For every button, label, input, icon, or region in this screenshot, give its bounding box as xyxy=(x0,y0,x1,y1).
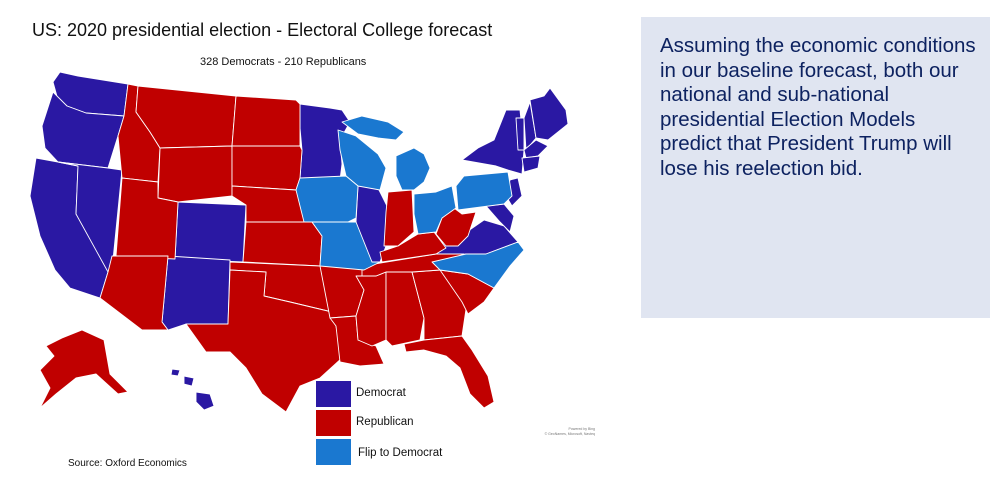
state-wyoming xyxy=(157,145,233,203)
state-west-virginia xyxy=(435,207,477,247)
state-oregon xyxy=(41,91,125,169)
attribution-line-1: Powered by Bing xyxy=(568,427,595,431)
state-north-carolina xyxy=(431,241,525,289)
legend-label-flip: Flip to Democrat xyxy=(358,447,443,459)
state-connecticut-ri xyxy=(521,155,541,173)
state-kansas xyxy=(242,221,323,267)
state-florida xyxy=(403,335,495,409)
attribution-line-2: © GeoNames, Microsoft, Navteq xyxy=(544,431,595,436)
state-michigan xyxy=(395,147,431,191)
state-new-mexico xyxy=(161,255,231,331)
state-wisconsin xyxy=(337,129,387,191)
state-missouri xyxy=(311,221,381,271)
source-note: Source: Oxford Economics xyxy=(68,458,187,469)
state-minnesota xyxy=(299,103,351,181)
map-title: US: 2020 presidential election - Elector… xyxy=(32,20,493,40)
state-michigan-upper xyxy=(341,115,405,141)
legend-swatch-democrat xyxy=(316,381,351,407)
state-tennessee xyxy=(361,253,465,277)
state-south-dakota xyxy=(231,145,303,191)
state-massachusetts xyxy=(523,139,549,159)
map-attribution: Powered by Bing © GeoNames, Microsoft, N… xyxy=(505,427,595,436)
legend-label-republican: Republican xyxy=(356,416,414,428)
state-kentucky xyxy=(379,231,447,263)
state-colorado xyxy=(174,201,247,263)
map-subtitle: 328 Democrats - 210 Republicans xyxy=(200,56,367,68)
state-pennsylvania xyxy=(455,171,513,211)
state-arizona xyxy=(99,255,169,331)
state-iowa xyxy=(295,175,359,223)
state-hawaii-maui xyxy=(183,375,195,387)
state-hawaii-oahu xyxy=(170,368,181,377)
state-ohio xyxy=(413,185,457,235)
state-alaska xyxy=(39,329,129,409)
state-hawaii-big xyxy=(195,391,215,411)
legend-swatch-flip xyxy=(316,439,351,465)
state-mississippi xyxy=(355,271,387,347)
state-texas xyxy=(185,269,343,413)
legend-swatch-republican xyxy=(316,410,351,436)
legend-label-democrat: Democrat xyxy=(356,387,406,399)
state-indiana xyxy=(383,189,415,247)
state-maine xyxy=(529,87,569,141)
commentary-box: Assuming the economic conditions in our … xyxy=(641,17,990,318)
commentary-text: Assuming the economic conditions in our … xyxy=(660,34,976,180)
state-north-dakota xyxy=(231,95,301,147)
state-new-york xyxy=(461,109,525,175)
